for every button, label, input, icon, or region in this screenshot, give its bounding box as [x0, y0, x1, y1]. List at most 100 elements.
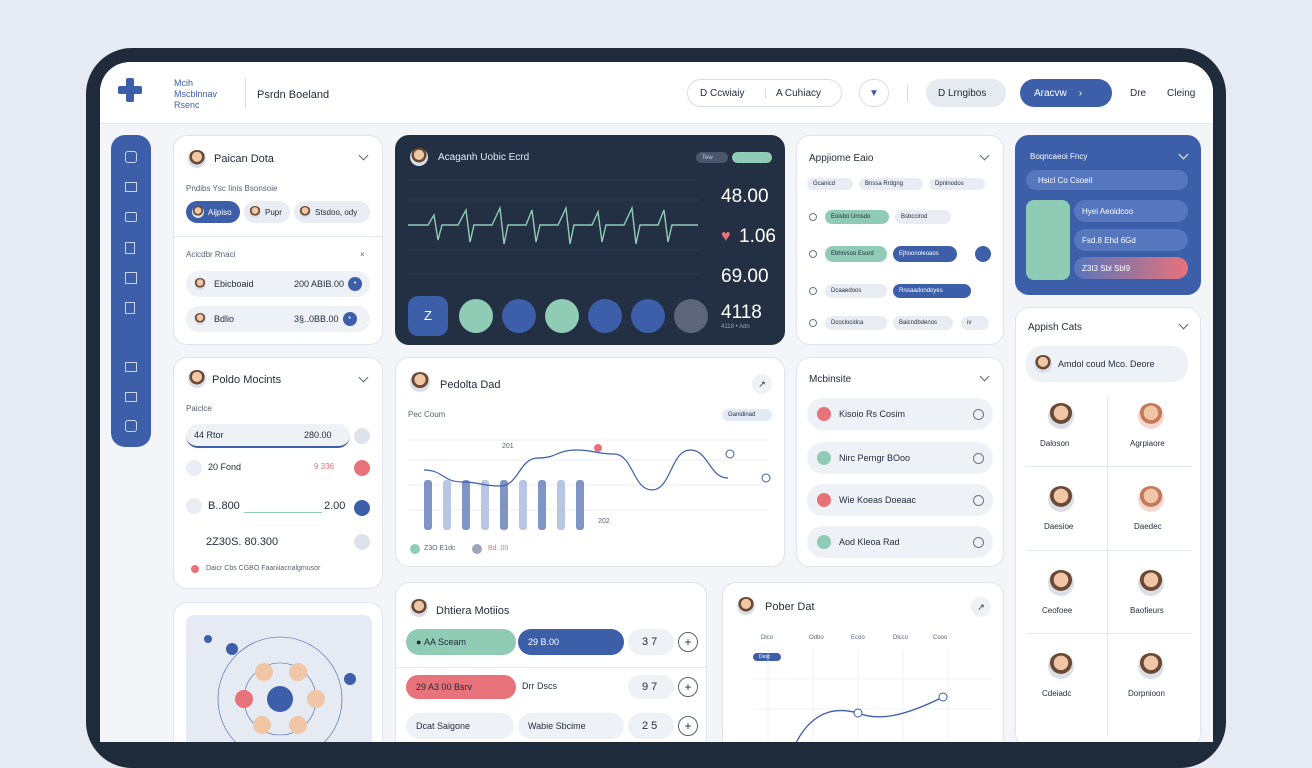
chart-bar	[481, 480, 489, 530]
monitor-heart-button[interactable]	[631, 299, 665, 333]
patient-row[interactable]: Ebicboaid 200 ABIB.00 •	[186, 271, 370, 297]
person-avatar[interactable]	[1138, 486, 1164, 512]
notification-item[interactable]: Hyei Aeoidcoo	[1074, 200, 1188, 222]
segment-cuhiacy[interactable]: A Cuhiacy	[776, 87, 822, 99]
nav-users-icon[interactable]	[125, 212, 137, 222]
dhtiera-count[interactable]: 2 5	[628, 713, 674, 739]
person-avatar[interactable]	[1138, 570, 1164, 596]
patient-data-card: Paican Dota Pndibs Ysc Iinis Bsonsoie Ai…	[173, 135, 383, 345]
add-icon[interactable]: +	[678, 716, 698, 736]
target-icon[interactable]	[975, 246, 991, 262]
dhtiera-row-b[interactable]: Wabie Sbcime	[518, 713, 624, 739]
add-icon[interactable]: +	[678, 677, 698, 697]
network-node-avatar	[307, 690, 325, 708]
nav-building-icon[interactable]	[125, 182, 137, 192]
monitor-z-button[interactable]: Z	[408, 296, 448, 336]
brand-name: Mcih Mscblnnav Rsenc	[174, 78, 218, 110]
add-icon[interactable]: +	[678, 632, 698, 652]
network-node-avatar	[289, 663, 307, 681]
pedia-chart: 201 202	[408, 439, 771, 530]
chart-bar	[443, 480, 451, 530]
pedia-chart-card: Pedolta Dad ↗ Pec Coum Ganidinad 201 202…	[395, 357, 785, 567]
dhtiera-count[interactable]: 3 7	[628, 629, 674, 655]
chip-stsdoo[interactable]: Stsdoo, ody	[294, 201, 370, 223]
segment-ccwiaiy[interactable]: D Ccwiaiy	[688, 87, 766, 99]
chevron-down-icon[interactable]	[358, 150, 369, 161]
mobile-item[interactable]: Kisoio Rs Cosim	[807, 398, 993, 430]
page-title: Psrdn Boeland	[257, 89, 330, 101]
chevron-down-icon[interactable]	[1178, 149, 1189, 160]
monitor-teal-button[interactable]	[459, 299, 493, 333]
monitor-teal-button-2[interactable]	[545, 299, 579, 333]
aracvw-button[interactable]: Aracvw ›	[1020, 79, 1112, 107]
mobile-item[interactable]: Wie Koeas Doeaac	[807, 484, 993, 516]
edit-icon[interactable]: •	[348, 277, 363, 291]
patient-row[interactable]: Bdlio 3§..0BB.00 •	[186, 306, 370, 332]
notification-item[interactable]: Fsd.8 Ehd 6Gd	[1074, 229, 1188, 251]
monitor-avatar	[410, 148, 428, 166]
nav-hospital-icon[interactable]	[125, 362, 137, 372]
person-avatar[interactable]	[1048, 403, 1074, 429]
lrngibos-button[interactable]: D Lrngibos	[926, 79, 1006, 107]
person-avatar[interactable]	[1048, 486, 1074, 512]
chevron-down-icon[interactable]	[1178, 319, 1189, 330]
chart-bar	[519, 480, 527, 530]
chevron-right-icon: ›	[1078, 87, 1083, 99]
toggle-teal[interactable]	[732, 152, 772, 163]
chevron-down-icon[interactable]	[358, 372, 369, 383]
person-avatar[interactable]	[1138, 403, 1164, 429]
expand-icon[interactable]: ↗	[971, 597, 991, 617]
network-node-center	[267, 686, 293, 712]
appist-top-item[interactable]: Amdol coud Mco. Deore	[1026, 346, 1188, 382]
motion-row[interactable]: 44 Rtor 280.00	[186, 424, 350, 448]
ecg-chart	[408, 179, 698, 275]
chevron-down-icon[interactable]	[979, 371, 990, 382]
dhtiera-row-a[interactable]: Dcat Saigone	[406, 713, 514, 739]
nav-image-icon[interactable]	[125, 392, 137, 402]
person-avatar[interactable]	[1048, 570, 1074, 596]
segmented-control: D Ccwiaiy A Cuhiacy	[687, 79, 842, 107]
patient-data-title: Paican Dota	[214, 153, 274, 165]
chip-aijpiso[interactable]: Aijpiso	[186, 201, 240, 223]
monitor-blue-button-2[interactable]	[588, 299, 622, 333]
chart-bar	[462, 480, 470, 530]
dhtiera-row-a[interactable]: ● AA Sceam	[406, 629, 516, 655]
pober-chart	[753, 649, 993, 742]
network-node-avatar	[289, 716, 307, 734]
dhtiera-row-b[interactable]: 29 B.00	[518, 629, 624, 655]
link-dre[interactable]: Dre	[1130, 88, 1147, 99]
appist-card: Appish Cats Amdol coud Mco. Deore Daloso…	[1015, 307, 1201, 742]
vital-value-4: 4118	[721, 302, 762, 323]
notification-search[interactable]: Hsicl Co Csoeil	[1026, 170, 1188, 190]
monitor-blue-button[interactable]	[502, 299, 536, 333]
mobile-item[interactable]: Nirc Perngr BOoo	[807, 442, 993, 474]
appointment-card: Appjiome Eaio Gcanicd Bnssa Rrdgng Dpnln…	[796, 135, 1004, 345]
chart-label: 201	[502, 443, 514, 450]
link-cleing[interactable]: Cleing	[1167, 88, 1196, 99]
edit-icon[interactable]: •	[342, 312, 357, 326]
ecg-grid	[408, 179, 698, 275]
nav-report-icon[interactable]	[125, 242, 135, 254]
person-avatar[interactable]	[1138, 653, 1164, 679]
dhtiera-row-a[interactable]: 29 A3 00 Bsrv	[406, 675, 516, 699]
person-avatar[interactable]	[1048, 653, 1074, 679]
nav-tag-icon[interactable]	[125, 302, 135, 314]
line-marker	[761, 473, 771, 483]
monitor-grey-button[interactable]	[674, 299, 708, 333]
network-node	[344, 673, 356, 685]
mobile-item[interactable]: Aod Kleoa Rad	[807, 526, 993, 558]
dhtiera-count[interactable]: 9 7	[628, 675, 674, 699]
chevron-down-icon[interactable]	[979, 150, 990, 161]
nav-calendar-icon[interactable]	[125, 272, 137, 284]
notification-item[interactable]: Z3I3 Sbl Sbl9	[1074, 257, 1188, 279]
ecg-waveform	[408, 205, 698, 245]
expand-icon[interactable]: ↗	[752, 374, 772, 394]
patient-motions-card: Poldo Mocints Paiclce 44 Rtor 280.00 20 F…	[173, 357, 383, 589]
line-marker-red	[594, 444, 602, 452]
alert-icon[interactable]	[354, 460, 370, 476]
toggle-tew[interactable]: Tew	[696, 152, 728, 163]
nav-home-icon[interactable]	[125, 151, 137, 163]
nav-settings-icon[interactable]	[125, 420, 137, 432]
chip-pupr[interactable]: Pupr	[244, 201, 290, 223]
shield-icon-button[interactable]: ▼	[859, 79, 889, 107]
